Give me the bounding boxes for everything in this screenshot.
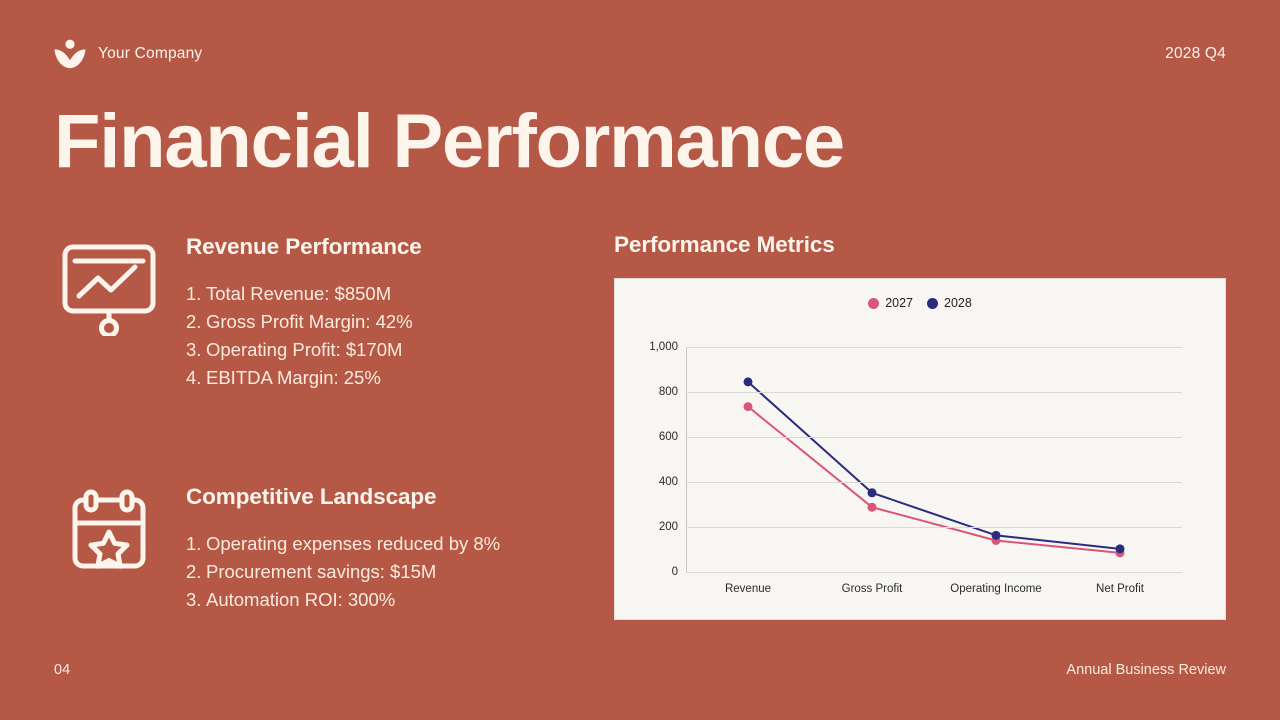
chart-x-tick-label: Gross Profit bbox=[841, 583, 903, 595]
list-item-number: 3. bbox=[186, 339, 202, 360]
chart-gridline bbox=[686, 527, 1182, 528]
list-item: 3. Operating Profit: $170M bbox=[186, 336, 574, 364]
chart-series-svg bbox=[743, 377, 1125, 558]
chart-point-2028-Net Profit bbox=[1115, 544, 1125, 554]
list-item: 2. Gross Profit Margin: 42% bbox=[186, 308, 574, 336]
chart-y-tick-label: 600 bbox=[658, 431, 678, 443]
list-item-text: Gross Profit Margin: 42% bbox=[206, 311, 413, 332]
legend-label: 2028 bbox=[944, 296, 972, 310]
chart-point-2028-Operating Income bbox=[991, 530, 1001, 540]
slide-header: Your Company 2028 Q4 bbox=[54, 36, 1226, 72]
chart-point-2027-Revenue bbox=[743, 402, 753, 412]
legend-dot-icon bbox=[868, 297, 880, 309]
list-item-number: 4. bbox=[186, 367, 202, 388]
legend-dot-icon bbox=[927, 297, 938, 309]
list-item-text: Total Revenue: $850M bbox=[206, 283, 392, 304]
left-content-column: Revenue Performance 1. Total Revenue: $85… bbox=[54, 232, 574, 614]
chart-x-tick-label: Operating Income bbox=[950, 583, 1042, 595]
chart-line-2027 bbox=[747, 405, 1121, 554]
period-label: 2028 Q4 bbox=[1165, 45, 1226, 62]
list-item-text: Procurement savings: $15M bbox=[206, 561, 437, 582]
presentation-chart-icon bbox=[54, 232, 164, 336]
footer-note: Annual Business Review bbox=[1066, 662, 1226, 678]
list-item-number: 1. bbox=[186, 283, 202, 304]
person-raised-arms-logo-icon bbox=[54, 39, 86, 69]
info-block-competitive-landscape: Competitive Landscape 1. Operating expens… bbox=[54, 482, 574, 614]
block-title: Revenue Performance bbox=[186, 234, 422, 259]
company-name: Your Company bbox=[98, 45, 203, 62]
legend-item-2028[interactable]: 2028 bbox=[927, 296, 972, 310]
performance-metrics-chart-card: 2027 2028 0 200 400 600 800 1,000 Revenue Gross … bbox=[614, 278, 1226, 620]
info-block-body: Revenue Performance 1. Total Revenue: $85… bbox=[186, 232, 574, 392]
chart-y-tick-label: 0 bbox=[671, 566, 678, 578]
list-item-number: 2. bbox=[186, 311, 202, 332]
list-item: 1. Total Revenue: $850M bbox=[186, 280, 574, 308]
page-number: 04 bbox=[54, 662, 71, 678]
chart-y-tick-label: 1,000 bbox=[649, 341, 678, 353]
list-item-number: 3. bbox=[186, 589, 202, 610]
chart-gridline bbox=[686, 392, 1182, 393]
legend-item-2027[interactable]: 2027 bbox=[868, 296, 913, 310]
chart-point-2027-Gross Profit bbox=[867, 502, 877, 512]
chart-plot-area: 0 200 400 600 800 1,000 Revenue Gross Profit Ope… bbox=[649, 341, 1182, 595]
chart-point-2028-Gross Profit bbox=[867, 488, 877, 498]
list-item-number: 2. bbox=[186, 561, 202, 582]
chart-gridline bbox=[686, 437, 1182, 438]
legend-label: 2027 bbox=[885, 296, 913, 310]
chart-x-tick-label: Net Profit bbox=[1096, 583, 1144, 595]
list-item: 2. Procurement savings: $15M bbox=[186, 558, 574, 586]
list-item-text: Operating expenses reduced by 8% bbox=[206, 533, 501, 554]
chart-y-tick-label: 200 bbox=[658, 521, 678, 533]
list-item-text: Automation ROI: 300% bbox=[206, 589, 396, 610]
chart-y-tick-label: 800 bbox=[658, 386, 678, 398]
chart-section-title: Performance Metrics bbox=[614, 232, 835, 257]
block-list: 1. Total Revenue: $850M 2. Gross Profit Ma… bbox=[186, 280, 574, 392]
chart-x-tick-label: Revenue bbox=[724, 583, 772, 595]
info-block-revenue-performance: Revenue Performance 1. Total Revenue: $85… bbox=[54, 232, 574, 392]
list-item-text: Operating Profit: $170M bbox=[206, 339, 403, 360]
block-list: 1. Operating expenses reduced by 8% 2. Pro… bbox=[186, 530, 574, 614]
chart-y-tick-label: 400 bbox=[658, 476, 678, 488]
info-block-body: Competitive Landscape 1. Operating expens… bbox=[186, 482, 574, 614]
chart-legend: 2027 2028 bbox=[615, 296, 1225, 310]
slide-footer: 04 Annual Business Review bbox=[54, 662, 1226, 678]
list-item: 3. Automation ROI: 300% bbox=[186, 586, 574, 614]
chart-y-axis bbox=[686, 347, 687, 572]
chart-gridline bbox=[686, 347, 1182, 348]
chart-gridline bbox=[686, 572, 1182, 573]
right-content-column: Performance Metrics 2027 2028 0 200 400 600 8… bbox=[614, 232, 1226, 620]
chart-gridline bbox=[686, 482, 1182, 483]
list-item: 1. Operating expenses reduced by 8% bbox=[186, 530, 574, 558]
list-item-number: 1. bbox=[186, 533, 202, 554]
page-title: Financial Performance bbox=[54, 99, 845, 184]
list-item: 4. EBITDA Margin: 25% bbox=[186, 364, 574, 392]
chart-point-2028-Revenue bbox=[743, 377, 753, 387]
brand: Your Company bbox=[54, 39, 202, 69]
list-item-text: EBITDA Margin: 25% bbox=[206, 367, 381, 388]
calendar-star-icon bbox=[54, 482, 164, 574]
block-title: Competitive Landscape bbox=[186, 484, 437, 509]
